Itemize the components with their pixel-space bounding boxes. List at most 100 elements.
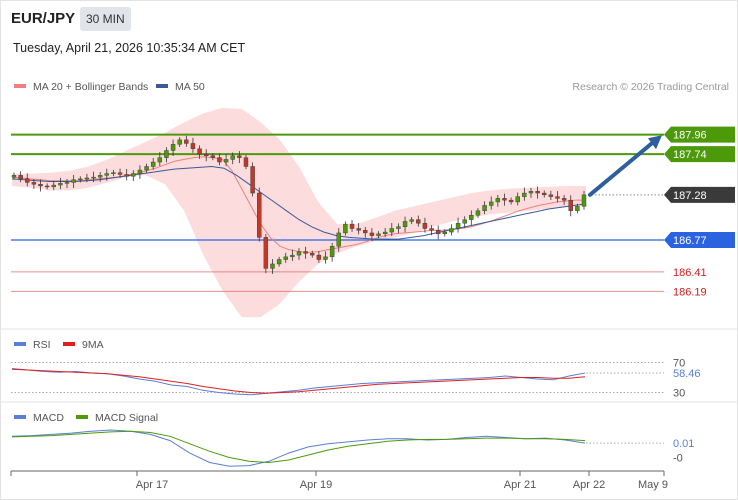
time-axis-label: May 9 [638, 479, 668, 491]
candle [44, 185, 50, 188]
macd-panel: MACD MACD Signal 0.01 -0 [11, 412, 694, 467]
candle [276, 259, 282, 265]
candle [329, 246, 335, 258]
ma50-line [11, 165, 587, 240]
candle [71, 179, 76, 183]
macd-signal-line [11, 430, 586, 464]
rsi-panel: RSI 9MA 70 30 58.46 [11, 339, 701, 400]
candle [561, 198, 567, 201]
legend-ma20-label: MA 20 + Bollinger Bands [33, 81, 148, 93]
candle [323, 256, 328, 260]
candle [91, 176, 96, 179]
candle [389, 228, 394, 233]
legend-ma20-swatch [14, 84, 26, 88]
bollinger-band [12, 108, 586, 318]
legend-rsi-ma-swatch [63, 342, 75, 346]
level-label: 186.77 [673, 235, 707, 247]
candle [124, 174, 129, 177]
candle [117, 172, 123, 175]
candle [250, 166, 255, 194]
time-axis-label: Apr 21 [504, 479, 536, 491]
level-tag [664, 146, 735, 163]
research-credit: Research © 2026 Trading Central [572, 81, 729, 93]
legend-rsi-swatch [14, 342, 26, 346]
candle [310, 253, 315, 256]
report-datetime: Tuesday, April 21, 2026 10:35:34 AM CET [13, 41, 246, 55]
candle [51, 184, 56, 188]
level-label: 187.74 [673, 149, 707, 161]
candle [290, 254, 295, 258]
candle [469, 215, 474, 220]
candle [157, 157, 163, 163]
timeframe-button[interactable]: 30 MIN [80, 7, 131, 31]
candle [316, 254, 322, 260]
candle [263, 237, 269, 269]
level-tag [664, 186, 735, 203]
candle [402, 221, 408, 227]
candle [548, 194, 554, 197]
candle [150, 161, 156, 167]
candle [270, 263, 275, 269]
candle [575, 206, 580, 211]
candle [435, 230, 441, 235]
candle [475, 210, 481, 216]
candle [84, 177, 90, 180]
candle [528, 191, 534, 194]
candle [449, 228, 454, 233]
candle [416, 219, 421, 224]
candle [170, 144, 176, 151]
macd-line [11, 429, 586, 467]
forecast-arrow-head [648, 135, 662, 150]
macd-last-label: 0.01 [673, 438, 694, 450]
level-label: 187.96 [673, 130, 707, 142]
candle [111, 172, 116, 174]
candle [25, 178, 30, 183]
level-label: 186.19 [673, 286, 707, 298]
candle [38, 183, 43, 187]
legend-macd-swatch [14, 415, 26, 419]
candle [58, 183, 63, 186]
level-tag [664, 232, 735, 249]
candle [396, 226, 401, 229]
candle [422, 222, 428, 229]
candle [18, 175, 23, 180]
candle [164, 150, 169, 158]
level-tag [664, 126, 735, 143]
candle [455, 222, 461, 229]
candle [508, 199, 514, 203]
rsi-last-label: 58.46 [673, 368, 701, 380]
candle [97, 175, 103, 178]
time-axis-label: Apr 19 [300, 479, 332, 491]
candle [502, 198, 507, 201]
rsi-level-label: 70 [673, 358, 685, 370]
candle [462, 219, 467, 224]
candle [283, 256, 288, 260]
candle [581, 194, 587, 207]
candle [204, 153, 209, 157]
candle [568, 199, 573, 211]
candle [369, 232, 375, 236]
time-axis-label: Apr 17 [136, 479, 168, 491]
candle [303, 251, 308, 254]
level-label: 187.28 [673, 190, 707, 202]
candle [257, 192, 262, 238]
candle [535, 191, 540, 194]
candle [356, 228, 361, 231]
candle [382, 231, 388, 235]
legend-ma50-swatch [156, 84, 168, 88]
candle [336, 232, 341, 247]
legend-ma50-label: MA 50 [175, 81, 205, 93]
candle [237, 155, 242, 158]
forecast-arrow [588, 141, 654, 197]
candle [442, 231, 448, 235]
legend-macd-label: MACD [33, 412, 64, 424]
candle [482, 205, 487, 211]
candle [190, 143, 196, 149]
candle [349, 223, 355, 229]
candle [515, 196, 520, 203]
candle [177, 139, 182, 145]
rsi-ma-line [11, 368, 586, 394]
time-axis: Apr 17 Apr 19 Apr 21 Apr 22 May 9 [10, 470, 668, 491]
candle [144, 166, 149, 171]
